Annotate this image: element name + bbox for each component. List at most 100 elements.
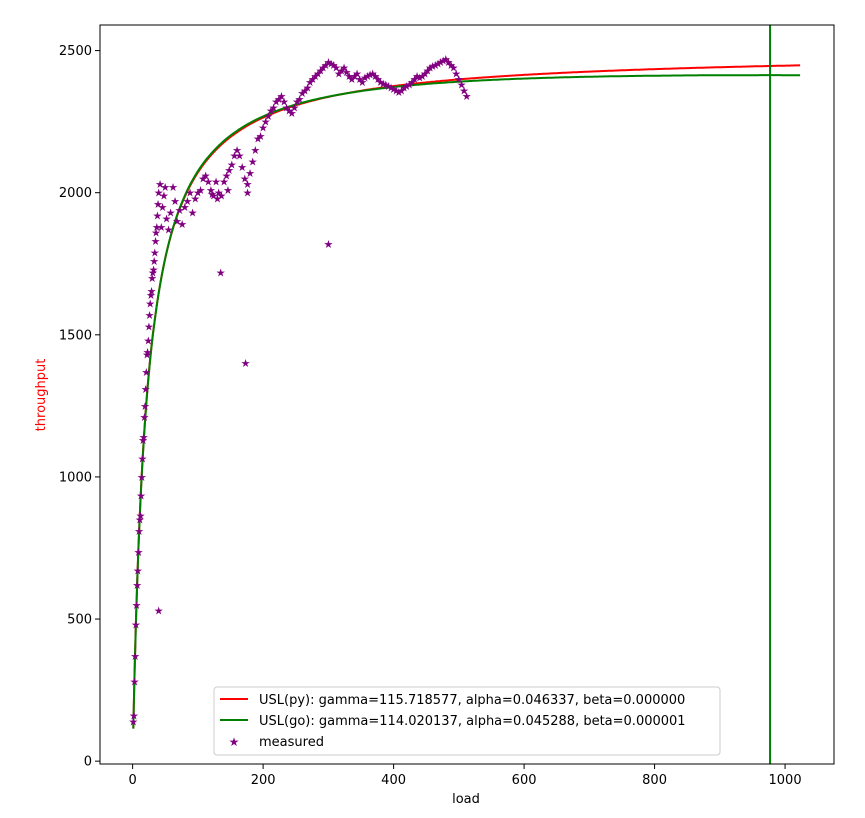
measured-point: ★ [134,546,144,559]
measured-point: ★ [407,76,417,89]
measured-point: ★ [295,93,305,106]
measured-point: ★ [152,221,162,234]
measured-point: ★ [394,86,404,99]
measured-point: ★ [383,80,393,93]
legend-label-py: USL(py): gamma=115.718577, alpha=0.04633… [259,693,685,708]
measured-point: ★ [443,56,453,69]
measured-point: ★ [152,209,162,222]
y-tick-label: 1000 [59,470,92,485]
measured-point: ★ [245,167,255,180]
measured-point: ★ [303,82,313,95]
measured-point: ★ [261,116,271,129]
measured-point: ★ [139,411,149,424]
measured-point: ★ [248,155,258,168]
measured-point: ★ [378,77,388,90]
measured-point: ★ [276,90,286,103]
x-tick-label: 200 [251,773,276,788]
measured-point: ★ [196,184,206,197]
measured-point: ★ [160,181,170,194]
measured-point: ★ [136,509,146,522]
measured-point: ★ [365,69,375,82]
measured-point: ★ [137,453,147,466]
measured-point: ★ [138,434,148,447]
y-tick-label: 500 [67,613,92,628]
measured-point: ★ [339,62,349,75]
measured-point: ★ [386,82,396,95]
measured-point: ★ [216,266,226,279]
measured-point: ★ [428,60,438,73]
measured-point: ★ [284,104,294,117]
measured-point: ★ [224,164,234,177]
measured-point: ★ [162,212,172,225]
measured-point: ★ [318,62,328,75]
measured-point: ★ [425,62,435,75]
measured-point: ★ [133,565,143,578]
measured-point: ★ [269,101,279,114]
measured-point: ★ [175,204,185,217]
measured-point: ★ [130,650,140,663]
measured-point: ★ [373,73,383,86]
measured-point: ★ [323,56,333,69]
axes [99,24,835,765]
measured-point: ★ [258,121,268,134]
measured-point: ★ [143,346,153,359]
measured-point: ★ [207,188,217,201]
measured-point: ★ [381,79,391,92]
measured-point: ★ [146,289,156,302]
measured-point: ★ [211,175,221,188]
measured-point: ★ [308,73,318,86]
measured-point: ★ [198,173,208,186]
measured-point: ★ [212,192,222,205]
measured-point: ★ [438,55,448,68]
measured-point: ★ [313,67,323,80]
measured-point: ★ [140,400,150,413]
legend-box [213,686,721,756]
measured-point: ★ [143,335,153,348]
measured-point: ★ [376,76,386,89]
x-axis-label: load [452,792,480,807]
measured-point: ★ [350,70,360,83]
measured-point: ★ [446,59,456,72]
measured-point: ★ [415,72,425,85]
measured-point: ★ [154,187,164,200]
measured-point: ★ [355,73,365,86]
measured-point: ★ [241,357,251,370]
measured-point: ★ [462,90,472,103]
measured-point: ★ [206,184,216,197]
measured-point: ★ [128,715,138,728]
measured-point: ★ [137,471,147,484]
measured-point: ★ [363,70,373,83]
x-tick-label: 800 [642,773,667,788]
measured-point: ★ [404,79,414,92]
measured-point: ★ [389,83,399,96]
measured-point: ★ [316,65,326,78]
x-tick-label: 1000 [769,773,802,788]
measured-point: ★ [347,73,357,86]
measured-point: ★ [279,96,289,109]
measured-point: ★ [433,57,443,70]
measured-point: ★ [300,84,310,97]
measured-point: ★ [193,187,203,200]
ticks: 0 200 400 600 800 1000 0 500 1000 1500 2000 2500 [59,44,802,788]
measured-point: ★ [420,67,430,80]
measured-point: ★ [203,175,213,188]
measured-point: ★ [144,320,154,333]
measured-point: ★ [305,76,315,89]
measured-point: ★ [149,255,159,268]
measured-point: ★ [344,70,354,83]
legend: USL(py): gamma=115.718577, alpha=0.04633… [213,686,721,756]
y-tick-label: 2000 [59,186,92,201]
measured-point: ★ [216,190,226,203]
measured-point: ★ [223,184,233,197]
measured-point: ★ [209,190,219,203]
measured-point: ★ [227,158,237,171]
measured-point: ★ [282,101,292,114]
measured-point: ★ [423,65,433,78]
measured-point: ★ [399,82,409,95]
measured-point: ★ [135,514,145,527]
measured-point: ★ [214,187,224,200]
measured-point: ★ [235,150,245,163]
x-tick-label: 0 [128,773,136,788]
measured-point: ★ [141,366,151,379]
